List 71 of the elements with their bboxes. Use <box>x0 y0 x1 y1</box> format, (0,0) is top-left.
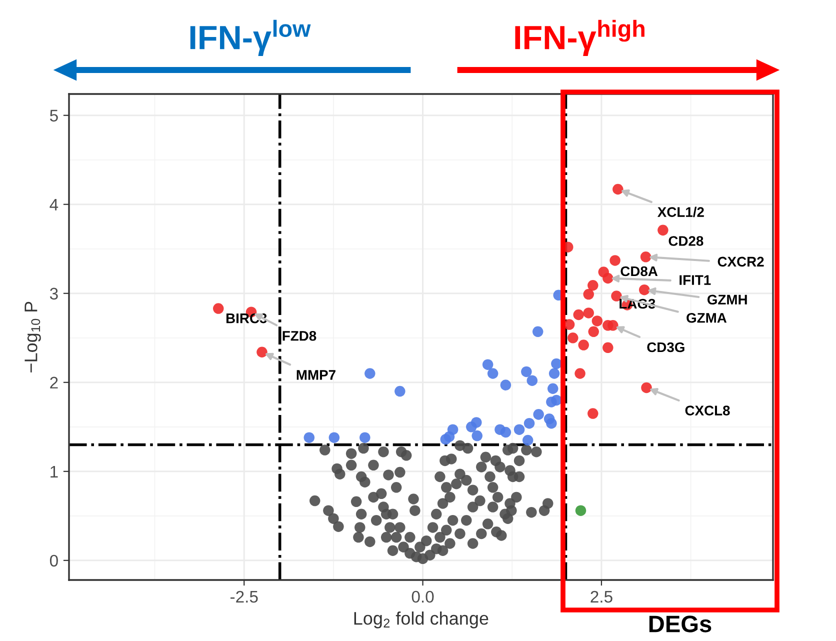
point <box>328 432 340 443</box>
point <box>547 383 558 394</box>
point <box>514 424 525 435</box>
text: IFN-γ$^{low}$ <box>190 20 311 56</box>
y-tick-label: 1 <box>50 466 58 478</box>
point <box>588 326 599 338</box>
y-tick-label: 3 <box>50 288 58 300</box>
y-tick-label: 4 <box>50 198 58 210</box>
annotation: CXCR2 <box>718 256 764 267</box>
point <box>522 434 534 446</box>
point <box>364 368 376 379</box>
point <box>568 332 578 344</box>
point <box>546 396 557 408</box>
point <box>548 368 560 379</box>
point <box>610 255 620 266</box>
annotation: FZD8 <box>282 330 316 341</box>
point <box>602 342 614 354</box>
annotation: IFIT1 <box>680 275 711 285</box>
point <box>551 358 562 370</box>
annotation: CD8A <box>620 266 658 276</box>
annotation: CD28 <box>668 236 704 246</box>
point <box>360 432 370 443</box>
point <box>575 505 586 516</box>
point <box>640 252 652 262</box>
point <box>608 320 618 331</box>
point <box>526 375 538 386</box>
point <box>524 418 535 429</box>
annotation: GZMA <box>686 312 727 323</box>
annotation: XCL1/2 <box>657 206 704 218</box>
text: IFN-γ$^{high}$ <box>515 20 644 56</box>
point <box>578 340 589 350</box>
point <box>256 346 268 358</box>
point <box>638 284 650 296</box>
annotation: CXCL8 <box>685 406 730 416</box>
point <box>588 408 598 419</box>
x-tick-label: 0.0 <box>412 590 434 603</box>
annotation: GZMH <box>707 294 747 305</box>
point <box>641 382 652 394</box>
point <box>500 426 512 438</box>
y-tick-label: 0 <box>50 554 58 567</box>
point <box>658 224 668 236</box>
x-axis-title: Log$_{2}$ fold change <box>354 612 488 628</box>
x-tick-label: 2.5 <box>590 590 612 603</box>
point <box>212 303 224 314</box>
y-axis-title: −Log$_{10}$ P <box>24 302 41 372</box>
point <box>602 272 614 284</box>
point <box>521 366 532 378</box>
point <box>394 386 406 397</box>
text: DEGs <box>649 616 712 632</box>
point <box>500 380 512 390</box>
point <box>573 309 584 320</box>
point <box>472 430 482 442</box>
point <box>466 422 477 432</box>
point <box>487 368 498 379</box>
point <box>592 316 603 326</box>
point <box>588 280 598 291</box>
annotation: CD3G <box>647 342 684 352</box>
point <box>304 432 315 443</box>
y-tick-label: 2 <box>50 376 58 388</box>
point <box>574 368 586 379</box>
point <box>546 418 557 429</box>
point <box>532 326 544 338</box>
x-tick-label: -2.5 <box>230 590 258 603</box>
point <box>482 359 494 370</box>
point <box>612 184 624 195</box>
point <box>583 308 594 318</box>
y-tick-label: 5 <box>50 110 58 122</box>
annotation: MMP7 <box>296 370 336 380</box>
point <box>440 434 452 445</box>
point <box>583 288 594 300</box>
point <box>533 409 544 420</box>
